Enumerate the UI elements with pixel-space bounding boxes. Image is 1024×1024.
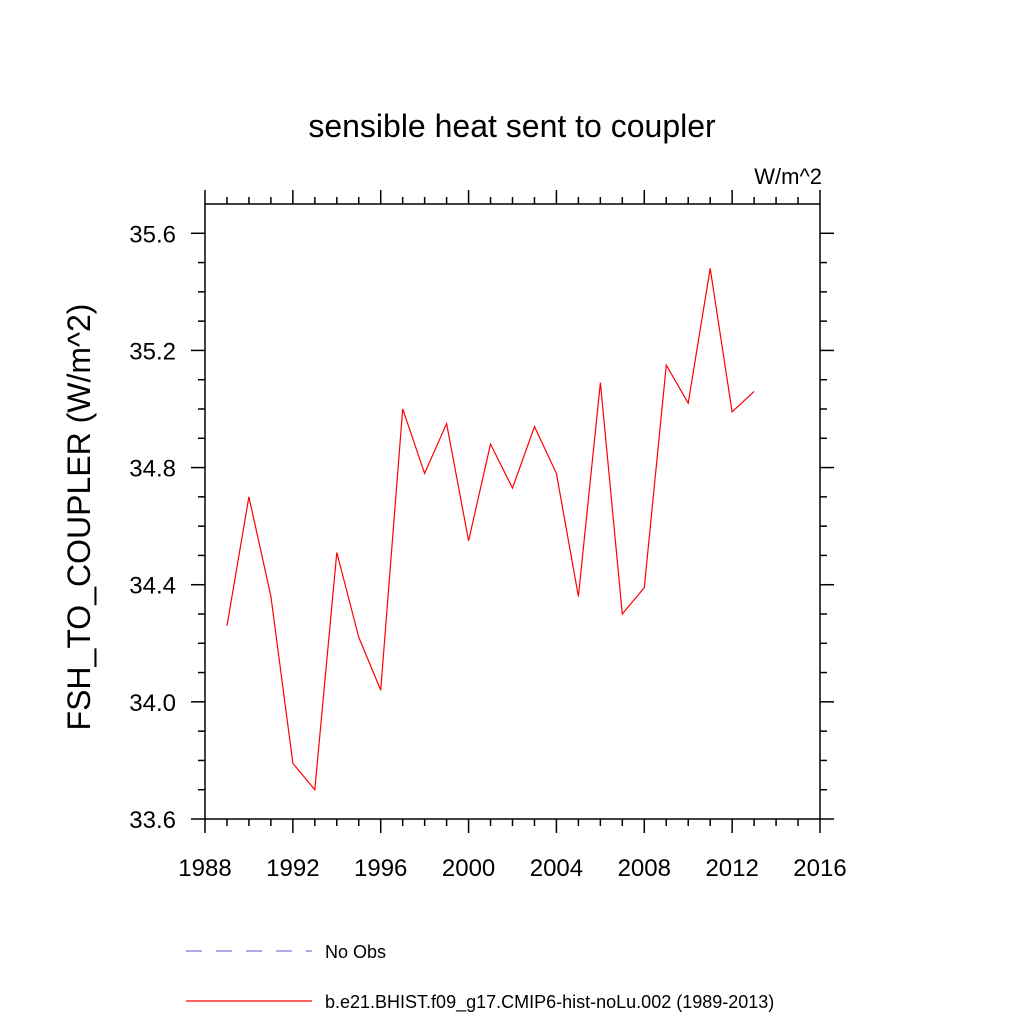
y-axis-label: FSH_TO_COUPLER (W/m^2) bbox=[61, 304, 97, 731]
y-tick-label: 35.2 bbox=[129, 338, 176, 365]
data-series bbox=[226, 268, 755, 792]
y-tick-label: 34.8 bbox=[129, 456, 176, 483]
x-tick-label: 2008 bbox=[618, 855, 671, 882]
x-tick-label: 2000 bbox=[442, 855, 495, 882]
units-label: W/m^2 bbox=[754, 164, 822, 189]
y-tick-label: 33.6 bbox=[129, 807, 176, 834]
plot-frame bbox=[204, 203, 821, 820]
x-tick-label: 2012 bbox=[705, 855, 758, 882]
y-tick-label: 34.4 bbox=[129, 573, 176, 600]
chart-title: sensible heat sent to coupler bbox=[308, 108, 716, 144]
y-tick-label: 35.6 bbox=[129, 221, 176, 248]
legend: No Obs b.e21.BHIST.f09_g17.CMIP6-hist-noL… bbox=[186, 942, 774, 1013]
y-tick-labels: 33.6 34.0 34.4 34.8 35.2 35.6 bbox=[129, 221, 176, 834]
x-tick-label: 1988 bbox=[178, 855, 231, 882]
legend-label: No Obs bbox=[325, 942, 386, 962]
legend-label: b.e21.BHIST.f09_g17.CMIP6-hist-noLu.002 … bbox=[325, 992, 774, 1013]
series-line bbox=[226, 268, 755, 792]
x-tick-label: 2016 bbox=[793, 855, 846, 882]
x-tick-label: 1992 bbox=[266, 855, 319, 882]
y-tick-label: 34.0 bbox=[129, 690, 176, 717]
x-tick-labels: 1988 1992 1996 2000 2004 2008 2012 2016 bbox=[178, 855, 846, 882]
x-tick-label: 1996 bbox=[354, 855, 407, 882]
x-tick-label: 2004 bbox=[530, 855, 583, 882]
axis-ticks bbox=[191, 190, 834, 833]
